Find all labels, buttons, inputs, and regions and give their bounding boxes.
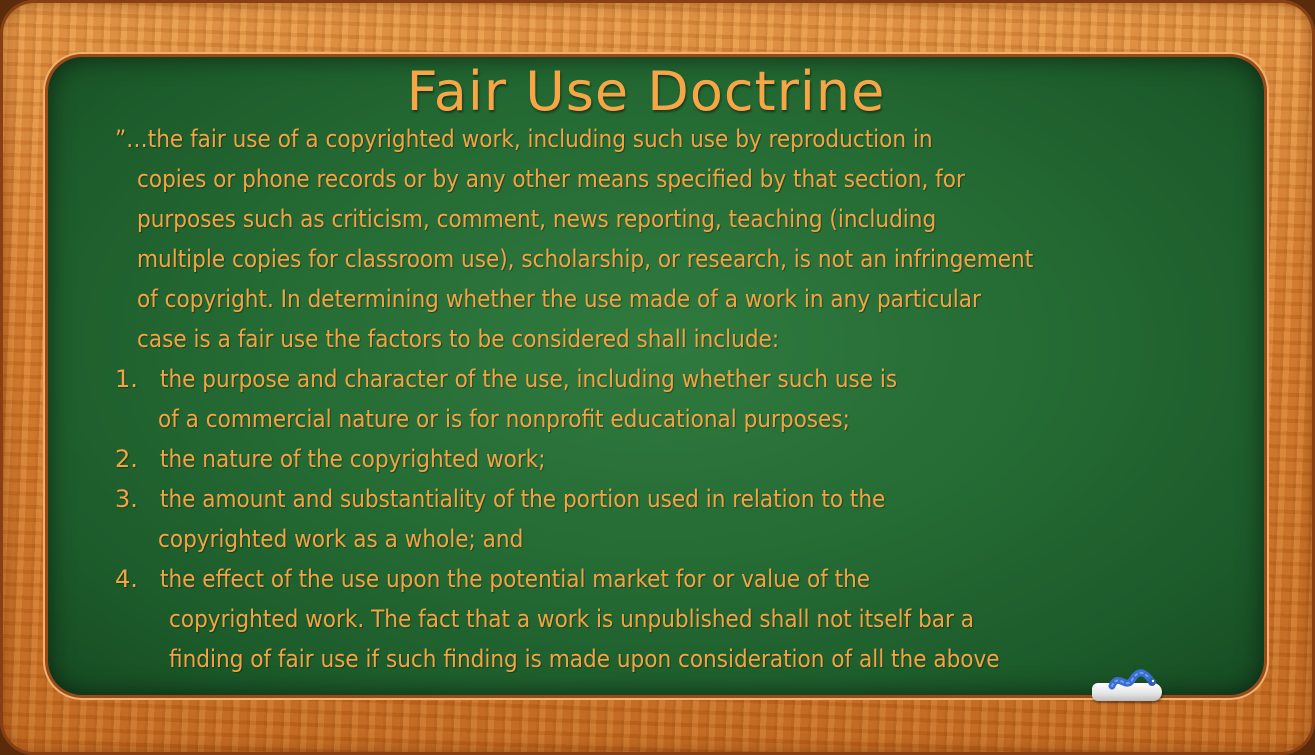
list-item-line: the amount and substantiality of the por… <box>160 485 886 513</box>
intro-line: ”…the fair use of a copyrighted work, in… <box>115 125 933 153</box>
list-item-line: the nature of the copyrighted work; <box>160 445 546 473</box>
list-item-line: the effect of the use upon the potential… <box>160 565 871 593</box>
list-item-number: 1. <box>115 365 138 393</box>
chalkboard <box>48 57 1264 695</box>
list-item-line: the purpose and character of the use, in… <box>160 365 898 393</box>
slide-title: Fair Use Doctrine <box>406 60 886 123</box>
list-item-number: 4. <box>115 565 138 593</box>
list-item-line: copyrighted work as a whole; and <box>158 525 524 553</box>
list-item-number: 3. <box>115 485 138 513</box>
intro-line: purposes such as criticism, comment, new… <box>137 205 937 233</box>
list-item-line: copyrighted work. The fact that a work i… <box>169 605 974 633</box>
list-item-line: finding of fair use if such finding is m… <box>169 645 1000 673</box>
list-item-line: of a commercial nature or is for nonprof… <box>158 405 850 433</box>
list-item-number: 2. <box>115 445 138 473</box>
intro-line: copies or phone records or by any other … <box>137 165 965 193</box>
worm-icon <box>1108 669 1156 690</box>
intro-line: multiple copies for classroom use), scho… <box>137 245 1034 273</box>
intro-line: case is a fair use the factors to be con… <box>137 325 780 353</box>
intro-line: of copyright. In determining whether the… <box>137 285 981 313</box>
